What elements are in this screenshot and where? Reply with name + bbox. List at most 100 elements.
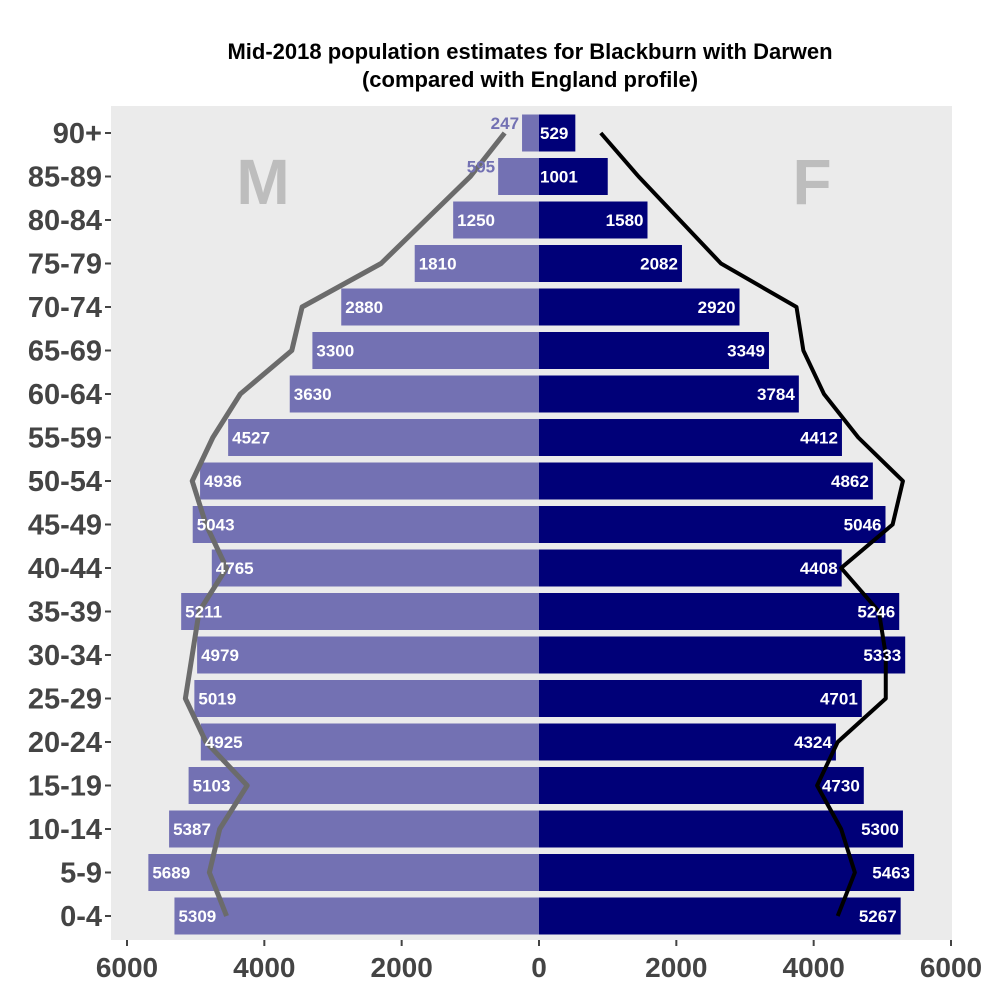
data-label-female-75-79: 2082: [640, 255, 678, 274]
data-label-female-35-39: 5246: [857, 603, 895, 622]
england-female-profile-line: [599, 131, 905, 917]
bar-male-65-69: [312, 332, 539, 369]
bar-female-80-84: [539, 201, 648, 239]
bar-female-45-49: [539, 506, 886, 543]
data-label-female-45-49: 5046: [844, 516, 882, 535]
england-male-profile-line: [182, 131, 507, 917]
y-tick-label-90+: 90+: [53, 118, 102, 150]
data-label-male-90+: 247: [491, 114, 519, 133]
data-label-male-10-14: 5387: [173, 820, 211, 839]
data-label-male-60-64: 3630: [294, 385, 332, 404]
bar-male-55-59: [228, 419, 539, 456]
data-label-male-20-24: 4925: [205, 733, 243, 752]
data-label-female-60-64: 3784: [757, 385, 795, 404]
y-tick-label-25-29: 25-29: [28, 684, 102, 716]
data-label-female-90+: 529: [540, 124, 568, 143]
y-tick-label-45-49: 45-49: [28, 510, 102, 542]
x-axis: 6000 4000 2000 0 2000 4000 6000: [96, 940, 982, 983]
bar-female-20-24: [539, 723, 836, 761]
data-label-female-15-19: 4730: [822, 777, 860, 796]
bar-male-70-74: [341, 288, 539, 326]
x-tick-label-4: 2000: [645, 952, 707, 983]
y-tick-label-70-74: 70-74: [28, 292, 102, 324]
data-label-female-85-89: 1001: [540, 168, 578, 187]
bar-female-65-69: [539, 332, 769, 369]
bar-male-10-14: [169, 810, 540, 848]
data-label-female-0-4: 5267: [859, 907, 897, 926]
data-label-female-55-59: 4412: [800, 429, 838, 448]
y-tick-label-10-14: 10-14: [28, 814, 102, 846]
data-label-female-65-69: 3349: [727, 342, 765, 361]
data-label-male-40-44: 4765: [216, 559, 254, 578]
data-label-male-80-84: 1250: [457, 211, 495, 230]
data-label-female-80-84: 1580: [606, 211, 644, 230]
england-profile-lines: [182, 131, 905, 917]
bar-female-85-89: [539, 158, 608, 195]
bar-male-75-79: [414, 245, 539, 282]
y-tick-label-55-59: 55-59: [28, 423, 102, 455]
bar-male-20-24: [200, 723, 540, 761]
bar-female-5-9: [539, 854, 915, 891]
data-label-male-85-89: 595: [467, 158, 495, 177]
data-label-female-25-29: 4701: [820, 690, 858, 709]
x-tick-label-5: 4000: [783, 952, 845, 983]
x-tick-label-3: 0: [531, 952, 547, 983]
bar-female-35-39: [539, 593, 900, 630]
bar-female-40-44: [539, 549, 842, 587]
bar-female-90+: [539, 114, 576, 152]
bar-female-50-54: [539, 462, 873, 500]
data-label-female-50-54: 4862: [831, 472, 869, 491]
bar-female-55-59: [539, 419, 842, 456]
data-label-male-25-29: 5019: [198, 690, 236, 709]
bar-male-35-39: [181, 593, 540, 630]
y-tick-label-35-39: 35-39: [28, 597, 102, 629]
data-label-male-45-49: 5043: [197, 516, 235, 535]
data-label-male-70-74: 2880: [345, 298, 383, 317]
bar-male-25-29: [194, 680, 539, 717]
data-label-female-5-9: 5463: [872, 864, 910, 883]
y-axis: 0-4 5-9 10-14 15-19 20-24 25-29 30-34 35-39 40-4…: [28, 118, 111, 933]
x-tick-label-2: 2000: [371, 952, 433, 983]
bar-male-40-44: [211, 549, 539, 587]
bar-female-25-29: [539, 680, 862, 717]
bar-male-50-54: [200, 462, 539, 500]
y-tick-label-15-19: 15-19: [28, 771, 102, 803]
x-tick-label-6: 6000: [920, 952, 982, 983]
bar-male-30-34: [197, 636, 539, 674]
x-tick-label-1: 4000: [233, 952, 295, 983]
y-tick-label-0-4: 0-4: [60, 901, 102, 933]
chart-subtitle: (compared with England profile): [362, 67, 698, 92]
bar-male-80-84: [453, 201, 539, 239]
y-tick-label-85-89: 85-89: [28, 162, 102, 194]
data-label-male-65-69: 3300: [316, 342, 354, 361]
y-tick-label-60-64: 60-64: [28, 379, 102, 411]
data-label-male-15-19: 5103: [193, 777, 231, 796]
y-tick-label-50-54: 50-54: [28, 466, 102, 498]
data-label-male-0-4: 5309: [178, 907, 216, 926]
bars-group: [148, 114, 915, 935]
bar-female-15-19: [539, 767, 864, 804]
data-label-male-75-79: 1810: [419, 255, 457, 274]
bar-male-60-64: [289, 375, 539, 413]
bar-male-45-49: [192, 506, 540, 543]
bar-female-70-74: [539, 288, 740, 326]
data-label-male-55-59: 4527: [232, 429, 270, 448]
y-tick-label-80-84: 80-84: [28, 205, 102, 237]
y-tick-label-20-24: 20-24: [28, 727, 102, 759]
x-tick-label-0: 6000: [96, 952, 158, 983]
data-label-female-70-74: 2920: [698, 298, 736, 317]
bar-male-85-89: [498, 158, 539, 195]
male-sex-label: M: [236, 146, 289, 218]
y-tick-label-65-69: 65-69: [28, 336, 102, 368]
y-tick-label-30-34: 30-34: [28, 640, 102, 672]
data-label-female-20-24: 4324: [794, 733, 832, 752]
bar-male-90+: [522, 114, 539, 152]
bar-female-0-4: [539, 897, 901, 935]
bar-female-10-14: [539, 810, 903, 848]
data-label-female-10-14: 5300: [861, 820, 899, 839]
data-label-male-30-34: 4979: [201, 646, 239, 665]
data-label-male-5-9: 5689: [152, 864, 190, 883]
bar-male-0-4: [174, 897, 539, 935]
y-tick-label-75-79: 75-79: [28, 249, 102, 281]
